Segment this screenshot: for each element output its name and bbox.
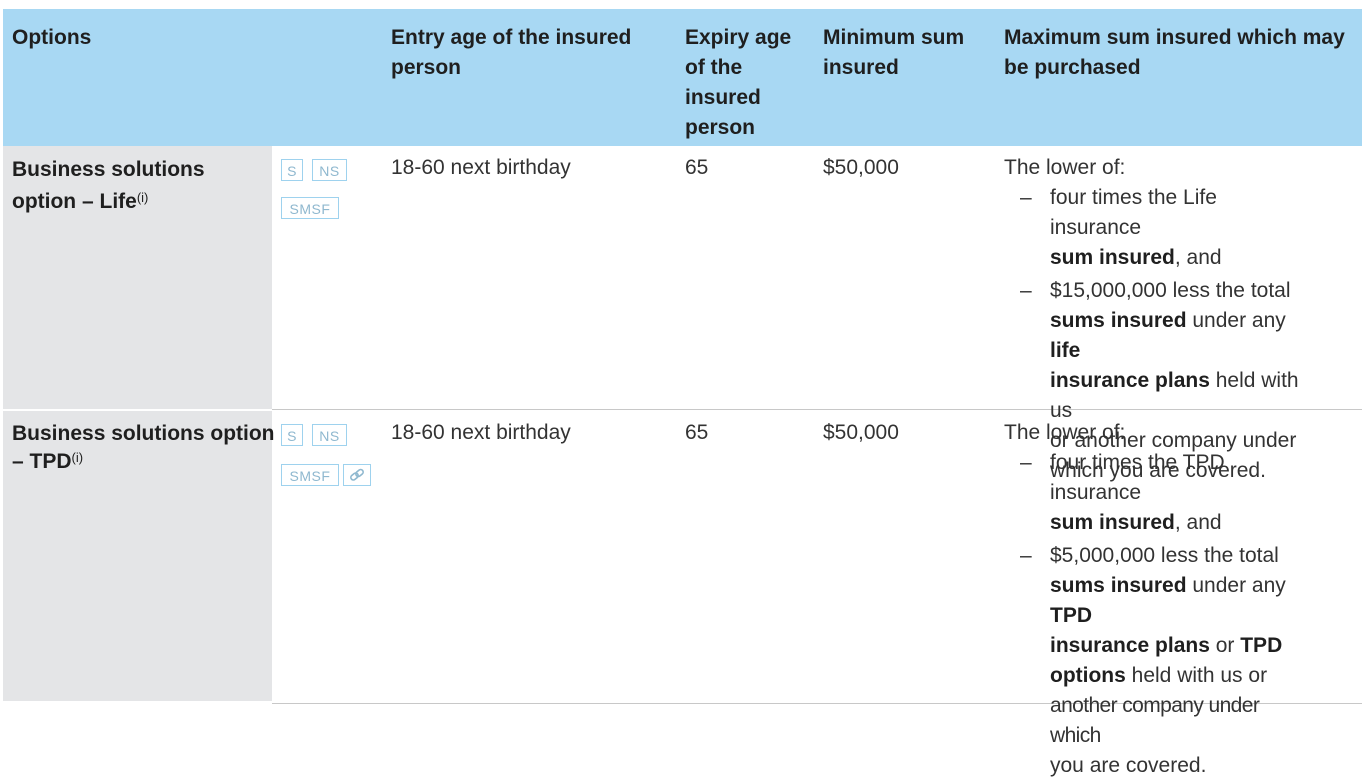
- max-sum-tpd: The lower of: – four times the TPD insur…: [1004, 418, 1312, 781]
- expiry-age-tpd: 65: [685, 421, 709, 444]
- badge-smsf: SMSF: [281, 464, 339, 486]
- option-name-life: Business solutions option – Life(i): [12, 158, 205, 213]
- rich-line: insurance plans held with us: [1050, 369, 1299, 422]
- badge-s: S: [281, 424, 303, 446]
- header-maximum-sum: Maximum sum insured which may be purchas…: [1004, 26, 1345, 79]
- list-item: – four times the TPD insurance sum insur…: [1004, 448, 1312, 538]
- badge-ns: NS: [312, 424, 347, 446]
- entry-age-tpd: 18-60 next birthday: [391, 421, 571, 444]
- option-name-tpd: Business solutions option – TPD(i): [12, 422, 275, 473]
- list-item: – $5,000,000 less the total sums insured…: [1004, 541, 1312, 781]
- rich-line: insurance plans or TPD: [1050, 634, 1283, 657]
- option-cell-bg-life: [3, 146, 272, 409]
- link-icon: [343, 464, 371, 486]
- badge-smsf: SMSF: [281, 197, 339, 219]
- option-cell-bg-tpd: [3, 411, 272, 701]
- max-intro: The lower of:: [1004, 156, 1126, 179]
- rich-line: options held with us or: [1050, 664, 1268, 687]
- insurance-options-table: Options Entry age of the insured person …: [3, 9, 1362, 777]
- min-sum-tpd: $50,000: [823, 421, 899, 444]
- row-divider: [272, 703, 1362, 704]
- entry-age-life: 18-60 next birthday: [391, 156, 571, 179]
- expiry-age-life: 65: [685, 156, 709, 179]
- header-entry-age: Entry age of the insured person: [391, 26, 632, 79]
- badge-s: S: [281, 159, 303, 181]
- max-sum-life: The lower of: – four times the Life insu…: [1004, 153, 1312, 486]
- rich-line: sum insured, and: [1050, 511, 1222, 534]
- footnote-marker: (i): [71, 450, 84, 465]
- min-sum-life: $50,000: [823, 156, 899, 179]
- rich-line: sum insured, and: [1050, 246, 1222, 269]
- footnote-marker: (i): [136, 190, 149, 205]
- row-divider: [272, 409, 1362, 410]
- rich-line: sums insured under any life: [1050, 309, 1286, 362]
- max-intro: The lower of:: [1004, 421, 1126, 444]
- list-item: – $15,000,000 less the total sums insure…: [1004, 276, 1312, 486]
- rich-line: sums insured under any TPD: [1050, 574, 1286, 627]
- header-expiry-age: Expiry age of the insured person: [685, 26, 792, 139]
- badge-ns: NS: [312, 159, 347, 181]
- table-header: Options Entry age of the insured person …: [3, 9, 1362, 146]
- list-item: – four times the Life insurance sum insu…: [1004, 183, 1312, 273]
- header-minimum-sum: Minimum sum insured: [823, 26, 965, 79]
- header-options: Options: [12, 26, 92, 49]
